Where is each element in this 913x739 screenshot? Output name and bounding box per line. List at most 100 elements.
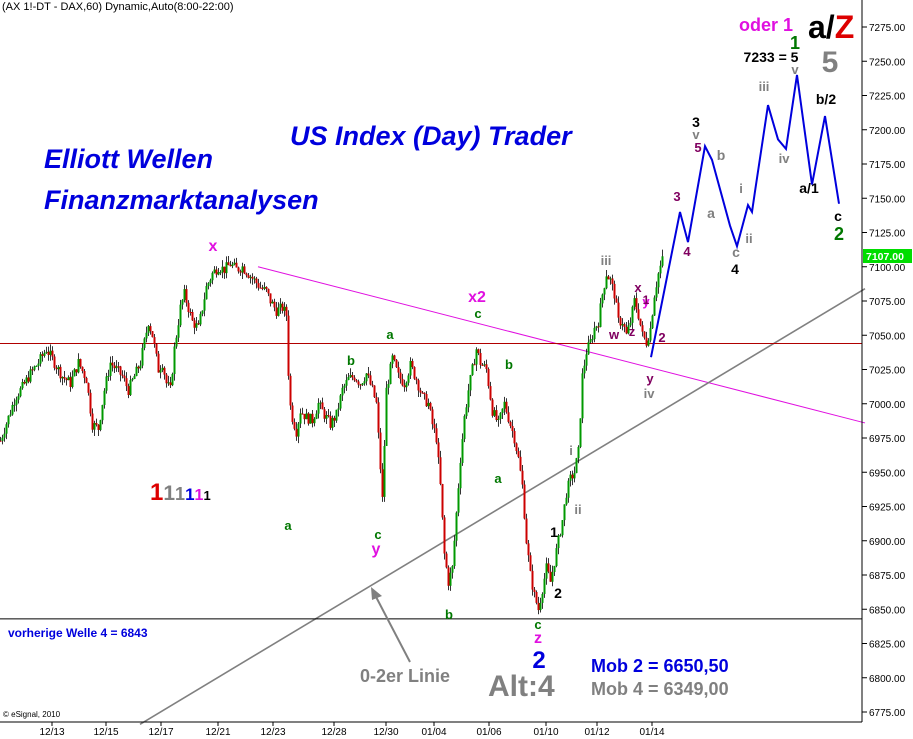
candle-body xyxy=(633,298,636,307)
candle-body xyxy=(489,386,492,400)
y-tick-label: 6975.00 xyxy=(869,434,906,445)
candle-body xyxy=(127,386,130,395)
wave-label: 2 xyxy=(658,330,665,345)
us-index-title: US Index (Day) Trader xyxy=(290,121,573,151)
candle-body xyxy=(323,409,326,419)
candle-body xyxy=(485,364,488,370)
candle-body xyxy=(11,405,14,415)
candle-body xyxy=(605,276,608,289)
candle-body xyxy=(157,353,160,373)
candle-body xyxy=(241,266,244,273)
candle-body xyxy=(575,458,578,474)
candle-body xyxy=(137,366,140,369)
candle-body xyxy=(41,354,44,356)
wave-label: b xyxy=(445,607,453,622)
candle-body xyxy=(277,307,280,316)
candle-body xyxy=(269,293,272,304)
wave-label: 1 xyxy=(790,33,800,53)
candle-body xyxy=(239,271,242,273)
candle-body xyxy=(495,410,498,420)
wave-label: c xyxy=(374,527,381,542)
candle-body xyxy=(151,331,154,338)
candle-body xyxy=(291,405,294,422)
candle-body xyxy=(463,416,466,440)
candle-body xyxy=(395,359,398,368)
candle-body xyxy=(33,366,36,370)
y-tick-label: 7100.00 xyxy=(869,263,906,274)
candle-body xyxy=(359,384,362,386)
chart-header: (AX 1!-DT - DAX,60) Dynamic,Auto(8:00-22… xyxy=(2,1,234,13)
candle-body xyxy=(189,311,192,313)
candle-body xyxy=(81,366,84,371)
candle-body xyxy=(563,504,566,521)
candle-body xyxy=(421,392,424,394)
wave-label: a/1 xyxy=(799,180,819,196)
candle-body xyxy=(479,352,482,365)
y-tick-label: 7200.00 xyxy=(869,126,906,137)
candle-body xyxy=(391,355,394,364)
candle-body xyxy=(285,306,288,316)
candle-body xyxy=(493,410,496,416)
candle-body xyxy=(355,380,358,382)
candle-body xyxy=(129,380,132,395)
candle-body xyxy=(337,408,340,410)
wave-label: y xyxy=(646,371,654,386)
candle-body xyxy=(297,423,300,437)
candle-body xyxy=(595,326,598,328)
candle-body xyxy=(501,408,504,413)
candle-body xyxy=(591,339,594,341)
candle-body xyxy=(3,433,6,438)
candle-body xyxy=(303,414,306,420)
candle-body xyxy=(305,413,308,420)
candle-body xyxy=(37,363,40,366)
candle-body xyxy=(309,413,312,424)
candle-body xyxy=(107,375,110,377)
wave-label: z xyxy=(534,630,542,647)
candle-body xyxy=(47,351,50,355)
candle-body xyxy=(507,412,510,422)
degree-digit: 1 xyxy=(195,487,204,504)
candle-body xyxy=(307,413,310,424)
candle-body xyxy=(329,415,332,428)
candle-body xyxy=(109,362,112,376)
wave-label: iii xyxy=(759,79,770,94)
candle-body xyxy=(71,376,74,387)
candle-body xyxy=(585,354,588,366)
candle-body xyxy=(259,287,262,289)
candle-body xyxy=(443,517,446,554)
candle-body xyxy=(135,366,138,377)
candle-body xyxy=(115,366,118,369)
candle-body xyxy=(225,262,228,274)
y-tick-label: 7175.00 xyxy=(869,160,906,171)
candle-body xyxy=(143,338,146,348)
y-tick-label: 7150.00 xyxy=(869,194,906,205)
candle-body xyxy=(461,439,464,463)
candle-body xyxy=(0,440,2,442)
candle-body xyxy=(625,326,628,334)
candle-body xyxy=(29,369,32,382)
candle-body xyxy=(73,369,76,377)
x-axis-ticks: 12/13 12/15 12/17 12/21 12/23 12/28 12/30 01/04… xyxy=(39,722,665,738)
candle-body xyxy=(539,602,542,611)
candle-body xyxy=(441,484,444,518)
candle-body xyxy=(517,451,520,457)
candle-body xyxy=(327,415,330,417)
candle-body xyxy=(567,480,570,498)
candle-body xyxy=(213,269,216,273)
candle-body xyxy=(371,384,374,386)
candle-body xyxy=(515,443,518,452)
candle-body xyxy=(473,364,476,366)
candle-body xyxy=(149,326,152,332)
candle-body xyxy=(21,381,24,389)
candle-body xyxy=(545,563,548,579)
candle-body xyxy=(581,373,584,419)
candle-body xyxy=(471,364,474,376)
trendline-0-2er-linie xyxy=(139,287,866,726)
candle-body xyxy=(583,365,586,374)
candle-body xyxy=(449,572,452,586)
y-tick-label: 7275.00 xyxy=(869,23,906,34)
candle-body xyxy=(617,302,620,318)
candle-body xyxy=(67,377,70,381)
candle-body xyxy=(457,488,460,513)
candle-body xyxy=(403,385,406,388)
